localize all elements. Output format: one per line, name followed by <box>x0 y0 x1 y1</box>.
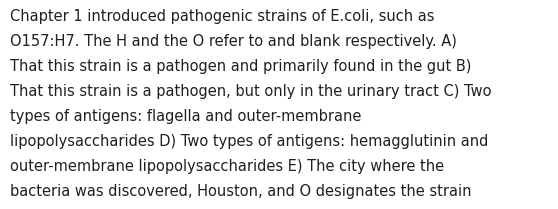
Text: O157:H7. The H and the O refer to and blank respectively. A): O157:H7. The H and the O refer to and bl… <box>10 34 457 49</box>
Text: That this strain is a pathogen and primarily found in the gut B): That this strain is a pathogen and prima… <box>10 59 472 74</box>
Text: types of antigens: flagella and outer-membrane: types of antigens: flagella and outer-me… <box>10 109 362 124</box>
Text: lipopolysaccharides D) Two types of antigens: hemagglutinin and: lipopolysaccharides D) Two types of anti… <box>10 134 488 149</box>
Text: outer-membrane lipopolysaccharides E) The city where the: outer-membrane lipopolysaccharides E) Th… <box>10 159 444 174</box>
Text: That this strain is a pathogen, but only in the urinary tract C) Two: That this strain is a pathogen, but only… <box>10 84 492 99</box>
Text: Chapter 1 introduced pathogenic strains of E.coli, such as: Chapter 1 introduced pathogenic strains … <box>10 9 435 24</box>
Text: bacteria was discovered, Houston, and O designates the strain: bacteria was discovered, Houston, and O … <box>10 184 472 199</box>
